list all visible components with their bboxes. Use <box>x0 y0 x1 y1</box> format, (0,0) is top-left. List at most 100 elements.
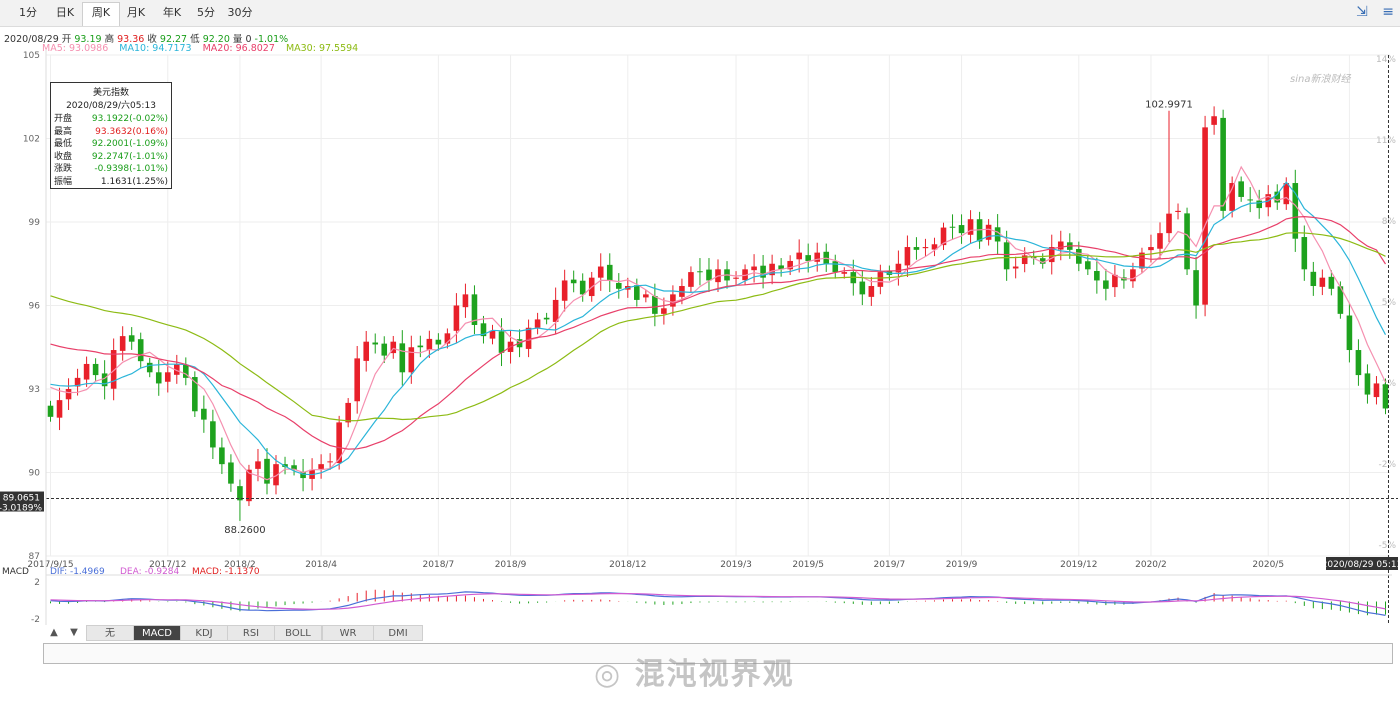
candle-body <box>733 277 739 279</box>
candle-body <box>345 402 351 423</box>
candle-body <box>408 347 415 373</box>
candle-body <box>1301 237 1308 270</box>
candle-body <box>65 389 72 400</box>
tooltip-row: 涨跌 -0.9398(-1.01%) <box>51 163 171 176</box>
candle-body <box>336 422 342 464</box>
tab-5[interactable]: 5分 <box>197 6 215 19</box>
indicator-tab-1[interactable]: MACD <box>133 625 181 641</box>
candle-body <box>1373 383 1380 398</box>
scroll-up-arrow[interactable]: ▲ <box>44 625 64 641</box>
ma-legend: MA5: 93.0986 MA10: 94.7173 MA20: 96.8027… <box>42 43 366 54</box>
candle-body <box>183 364 189 378</box>
candle-body <box>498 331 505 353</box>
candle-body <box>1202 127 1208 305</box>
tooltip-row-label: 开盘 <box>54 114 73 124</box>
tooltip-row: 开盘 93.1922(-0.02%) <box>51 113 171 126</box>
candle-body <box>119 336 126 351</box>
candle-body <box>489 330 496 339</box>
tooltip-row: 最低 92.2001(-1.09%) <box>51 138 171 151</box>
indicator-tab-2[interactable]: KDJ <box>180 625 228 641</box>
candle-body <box>688 272 694 287</box>
candle-body <box>1211 116 1217 125</box>
ohlc-header: 2020/08/29 开 93.19 高 93.36 收 92.27 低 92.… <box>4 34 289 45</box>
tooltip-datetime: 2020/08/29/六05:13 <box>66 101 156 111</box>
scroll-down-arrow[interactable]: ▼ <box>64 625 84 641</box>
candle-body <box>1057 241 1064 250</box>
candle-body <box>110 350 117 389</box>
candle-body <box>1247 199 1253 201</box>
candle-body <box>1310 271 1317 287</box>
indicator-tab-0[interactable]: 无 <box>86 625 134 641</box>
candle-body <box>1112 274 1118 288</box>
macd-dea: DEA: -0.9284 <box>120 567 180 577</box>
indicator-tab-3[interactable]: RSI <box>227 625 275 641</box>
tooltip-row: 收盘 92.2747(-1.01%) <box>51 151 171 164</box>
indicator-tab-6[interactable]: DMI <box>373 625 423 641</box>
candle-body <box>922 247 929 249</box>
candle-body <box>1337 286 1344 314</box>
tab-1[interactable]: 日K <box>55 6 75 19</box>
candle-body <box>453 305 460 331</box>
x-tick-label: 2017/9/15 <box>27 560 73 570</box>
macd-value: MACD: -1.1370 <box>192 567 260 577</box>
candle-body <box>868 286 875 297</box>
candle-body <box>652 296 658 314</box>
tooltip-row-value: 92.2747(-1.01%) <box>91 151 168 162</box>
sina-watermark: sina新浪财经 <box>1290 74 1351 85</box>
candle-body <box>1274 191 1281 203</box>
candle-body <box>228 462 234 484</box>
tooltip-row: 最高 93.3632(0.16%) <box>51 126 171 139</box>
candle-body <box>1139 252 1145 269</box>
candle-body <box>192 377 198 412</box>
pct-tick-label: 11% <box>1376 136 1396 146</box>
candle-body <box>318 464 324 469</box>
ma10-line <box>50 181 1387 476</box>
candle-body <box>390 341 397 354</box>
indicator-tab-4[interactable]: BOLL <box>274 625 322 641</box>
ma30-line <box>50 232 1386 422</box>
candle-body <box>1193 270 1199 306</box>
pct-tick-label: 5% <box>1382 298 1397 308</box>
tab-2[interactable]: 周K <box>82 2 120 26</box>
grid <box>46 54 1390 557</box>
timeframe-toolbar: 1分 日K 周K 月K 年K 5分 30分 ⇲ ≡ <box>0 0 1400 27</box>
candle-body <box>155 372 162 384</box>
candle-body <box>895 263 902 273</box>
cursor-date: 2020/08/29 05:13 <box>1322 560 1400 570</box>
header-close: 92.27 <box>159 34 188 45</box>
candle-body <box>74 377 81 387</box>
candle-body <box>805 255 811 261</box>
candle-body <box>597 266 604 278</box>
range-navigator[interactable] <box>43 643 1393 664</box>
candle-body <box>606 264 613 281</box>
candle-body <box>661 308 667 314</box>
candle-body <box>264 458 270 484</box>
x-tick-label: 2020/2 <box>1135 560 1167 570</box>
tab-3[interactable]: 月K <box>126 6 146 19</box>
indicator-tab-5[interactable]: WR <box>322 625 374 641</box>
cursor-value-box <box>0 491 44 512</box>
tab-6[interactable]: 30分 <box>227 6 253 19</box>
y-tick-label: 93 <box>29 385 40 395</box>
candle-body <box>1220 117 1226 211</box>
candle-body <box>101 373 108 387</box>
tab-0[interactable]: 1分 <box>19 6 37 19</box>
compress-icon[interactable]: ≡ <box>1382 4 1394 20</box>
y-tick-label: 87 <box>29 552 40 562</box>
candle-body <box>1039 258 1046 264</box>
candles <box>47 106 1389 521</box>
candle-body <box>1048 247 1055 263</box>
tooltip-row-value: 1.1631(1.25%) <box>100 176 168 187</box>
x-tick-label: 2018/7 <box>423 560 455 570</box>
candle-body <box>697 271 703 273</box>
tab-4[interactable]: 年K <box>162 6 182 19</box>
candle-body <box>219 447 225 465</box>
candle-body <box>1076 248 1082 264</box>
candle-body <box>1229 183 1235 211</box>
tooltip-row-value: 93.3632(0.16%) <box>95 126 168 137</box>
expand-icon[interactable]: ⇲ <box>1356 4 1368 20</box>
candle-body <box>796 252 802 260</box>
candle-body <box>435 339 442 345</box>
candle-body <box>985 224 992 240</box>
